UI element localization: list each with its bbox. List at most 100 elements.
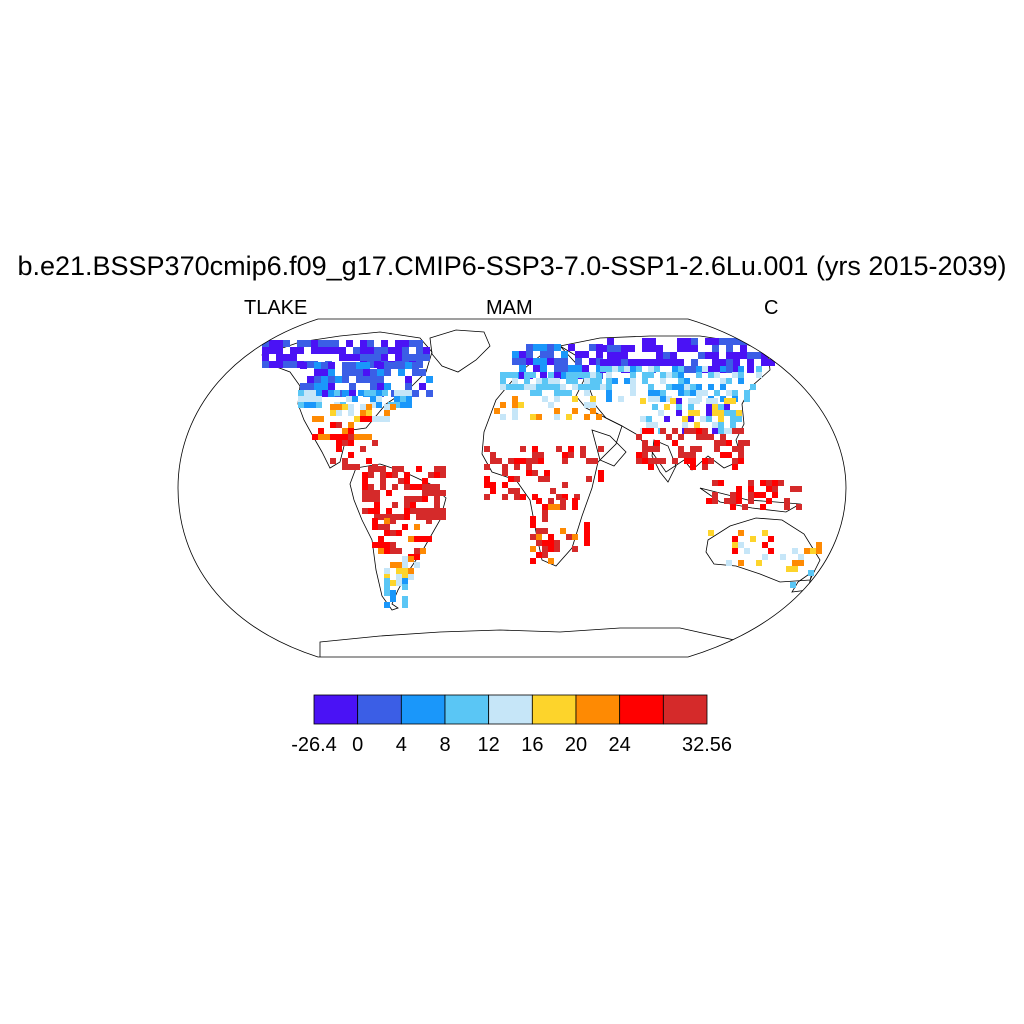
lake-cell bbox=[732, 542, 738, 548]
lake-cell bbox=[314, 383, 321, 390]
lake-cell bbox=[742, 504, 748, 510]
map-area bbox=[261, 329, 822, 657]
lake-cell bbox=[724, 428, 730, 434]
lake-cell bbox=[768, 536, 774, 542]
lake-cell bbox=[702, 464, 708, 470]
lake-cell bbox=[392, 502, 398, 508]
lake-cell bbox=[642, 440, 648, 446]
lake-cell bbox=[440, 490, 446, 496]
lake-cell bbox=[404, 508, 410, 514]
lake-cell bbox=[297, 347, 304, 354]
lake-cell bbox=[596, 384, 602, 390]
lake-cell bbox=[420, 536, 426, 542]
colorbar-swatch bbox=[444, 694, 490, 725]
lake-cell bbox=[396, 562, 402, 568]
lake-cell bbox=[348, 422, 354, 428]
lake-cell bbox=[554, 358, 561, 365]
lake-cell bbox=[654, 446, 660, 452]
lake-cell bbox=[642, 428, 648, 434]
lake-cell bbox=[336, 440, 342, 446]
lake-cell bbox=[412, 369, 419, 376]
lake-cell bbox=[384, 404, 390, 410]
lake-cell bbox=[714, 390, 720, 396]
lake-cell bbox=[368, 508, 374, 514]
lake-cell bbox=[321, 376, 328, 383]
lake-cell bbox=[398, 362, 405, 369]
lake-cell bbox=[720, 434, 726, 440]
lake-cell bbox=[784, 504, 790, 510]
colorbar-tick-label: 20 bbox=[564, 734, 588, 756]
lake-cell bbox=[377, 376, 384, 383]
lake-cell bbox=[762, 530, 768, 536]
season-label: MAM bbox=[486, 297, 533, 319]
lake-cell bbox=[404, 484, 410, 490]
lake-cell bbox=[566, 414, 572, 420]
lake-cell bbox=[562, 482, 568, 488]
lake-cell bbox=[348, 440, 354, 446]
lake-cell bbox=[374, 514, 380, 520]
lake-cell bbox=[512, 396, 518, 402]
lake-cell bbox=[381, 347, 388, 354]
lake-cell bbox=[596, 372, 602, 378]
lake-cell bbox=[540, 351, 547, 358]
colorbar bbox=[313, 694, 708, 725]
lake-cell bbox=[490, 488, 496, 494]
colorbar-swatch bbox=[488, 694, 533, 725]
lake-cell bbox=[624, 378, 630, 384]
lake-cell bbox=[654, 366, 660, 372]
lake-cell bbox=[312, 416, 318, 422]
lake-cell bbox=[304, 396, 310, 402]
lake-cell bbox=[314, 376, 321, 383]
lake-cell bbox=[575, 365, 582, 372]
lake-cell bbox=[363, 362, 370, 369]
lake-cell bbox=[663, 352, 670, 359]
lake-cell bbox=[702, 434, 708, 440]
lake-cell bbox=[512, 414, 518, 420]
lake-cell bbox=[726, 390, 732, 396]
lake-cell bbox=[536, 552, 542, 558]
lake-cell bbox=[506, 384, 512, 390]
lake-cell bbox=[336, 404, 342, 410]
lake-cell bbox=[666, 396, 672, 402]
lake-cell bbox=[360, 416, 366, 422]
lake-cell bbox=[656, 345, 663, 352]
lake-cell bbox=[600, 384, 606, 390]
lake-cell bbox=[506, 372, 512, 378]
lake-cell bbox=[792, 560, 798, 566]
lake-cell bbox=[760, 492, 766, 498]
lake-cell bbox=[719, 359, 726, 366]
lake-cell bbox=[554, 414, 560, 420]
lake-cell bbox=[412, 362, 419, 369]
lake-cell bbox=[750, 536, 756, 542]
colorbar-tick-label: 16 bbox=[521, 734, 544, 756]
lake-cell bbox=[321, 369, 328, 376]
lake-cell bbox=[630, 372, 636, 378]
lake-cell bbox=[652, 404, 658, 410]
lake-cell bbox=[330, 422, 336, 428]
colorbar-tick-label: 4 bbox=[395, 734, 407, 756]
lake-cell bbox=[342, 369, 349, 376]
lake-cell bbox=[533, 344, 540, 351]
lake-cell bbox=[300, 362, 307, 369]
lake-cell bbox=[512, 378, 518, 384]
lake-cell bbox=[269, 361, 276, 368]
lake-cell bbox=[568, 446, 574, 452]
lake-cell bbox=[738, 446, 744, 452]
lake-cell bbox=[708, 384, 714, 390]
lake-cell bbox=[738, 378, 744, 384]
lake-cell bbox=[354, 464, 360, 470]
lake-cell bbox=[730, 504, 736, 510]
lake-cell bbox=[584, 378, 590, 384]
lake-cell bbox=[670, 398, 676, 404]
colorbar-tick-label: 32.56 bbox=[681, 734, 733, 756]
lake-cell bbox=[756, 560, 762, 566]
lake-cell bbox=[392, 466, 398, 472]
lake-cell bbox=[318, 428, 324, 434]
lake-cell bbox=[536, 390, 542, 396]
lake-cell bbox=[314, 362, 321, 369]
lake-cell bbox=[766, 480, 772, 486]
lake-cell bbox=[378, 524, 384, 530]
lake-cell bbox=[367, 347, 374, 354]
lake-cell bbox=[730, 398, 736, 404]
lake-cell bbox=[724, 404, 730, 410]
